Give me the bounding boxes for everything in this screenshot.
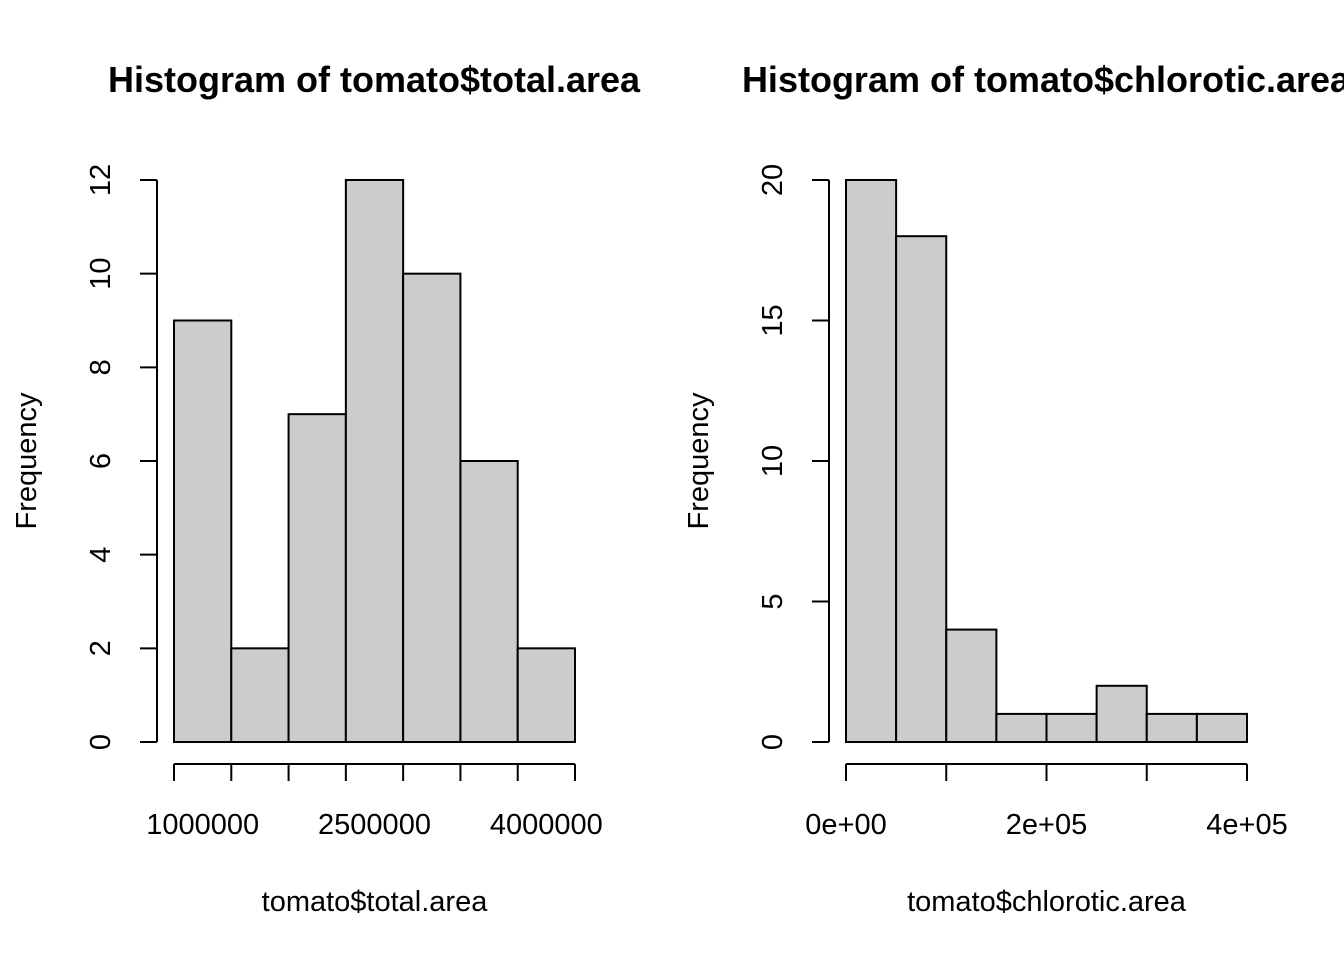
x-tick-label: 0e+00	[805, 809, 886, 841]
y-tick-label: 12	[85, 164, 117, 196]
y-tick-label: 10	[757, 445, 789, 477]
histogram-bar	[1195, 712, 1248, 744]
histogram-bar	[945, 628, 998, 743]
histogram-bar	[344, 179, 405, 743]
chart-title: Histogram of tomato$chlorotic.area	[742, 59, 1344, 100]
x-tick-label: 2500000	[318, 809, 431, 841]
histogram-bar	[845, 179, 898, 743]
y-tick-label: 8	[85, 359, 117, 375]
histogram-bar	[1145, 712, 1198, 744]
y-axis-title: Frequency	[11, 392, 43, 530]
histogram-bar	[173, 319, 233, 743]
histogram-bar	[1045, 712, 1098, 744]
y-tick-label: 0	[757, 734, 789, 750]
y-tick-label: 6	[85, 453, 117, 469]
histogram-bar	[230, 647, 290, 743]
histogram-panel-total-area: Histogram of tomato$total.area 0 2 4 6 8 10 12 1…	[11, 59, 641, 918]
x-tick-label: 2e+05	[1006, 809, 1087, 841]
histogram-bar	[459, 460, 519, 743]
histogram-bar	[1095, 684, 1148, 743]
x-axis-title: tomato$total.area	[262, 886, 489, 918]
y-tick-label: 15	[757, 304, 789, 336]
x-tick-label: 4e+05	[1206, 809, 1287, 841]
y-axis-title: Frequency	[683, 392, 715, 530]
histogram-bar	[402, 272, 462, 743]
histogram-panel-chlorotic-area: Histogram of tomato$chlorotic.area 0 5 10 15…	[683, 59, 1344, 918]
histogram-bar	[895, 235, 948, 743]
chart-title: Histogram of tomato$total.area	[108, 59, 641, 100]
y-tick-label: 0	[85, 734, 117, 750]
histogram-bar	[516, 647, 577, 743]
x-axis-title: tomato$chlorotic.area	[907, 886, 1187, 918]
histogram-bar	[287, 413, 347, 743]
y-tick-label: 2	[85, 640, 117, 656]
histogram-bar	[995, 712, 1048, 744]
y-tick-label: 10	[85, 258, 117, 290]
y-tick-label: 20	[757, 164, 789, 196]
x-tick-label: 4000000	[490, 809, 603, 841]
y-tick-label: 5	[757, 593, 789, 609]
y-tick-label: 4	[85, 547, 117, 563]
x-tick-label: 1000000	[146, 809, 259, 841]
